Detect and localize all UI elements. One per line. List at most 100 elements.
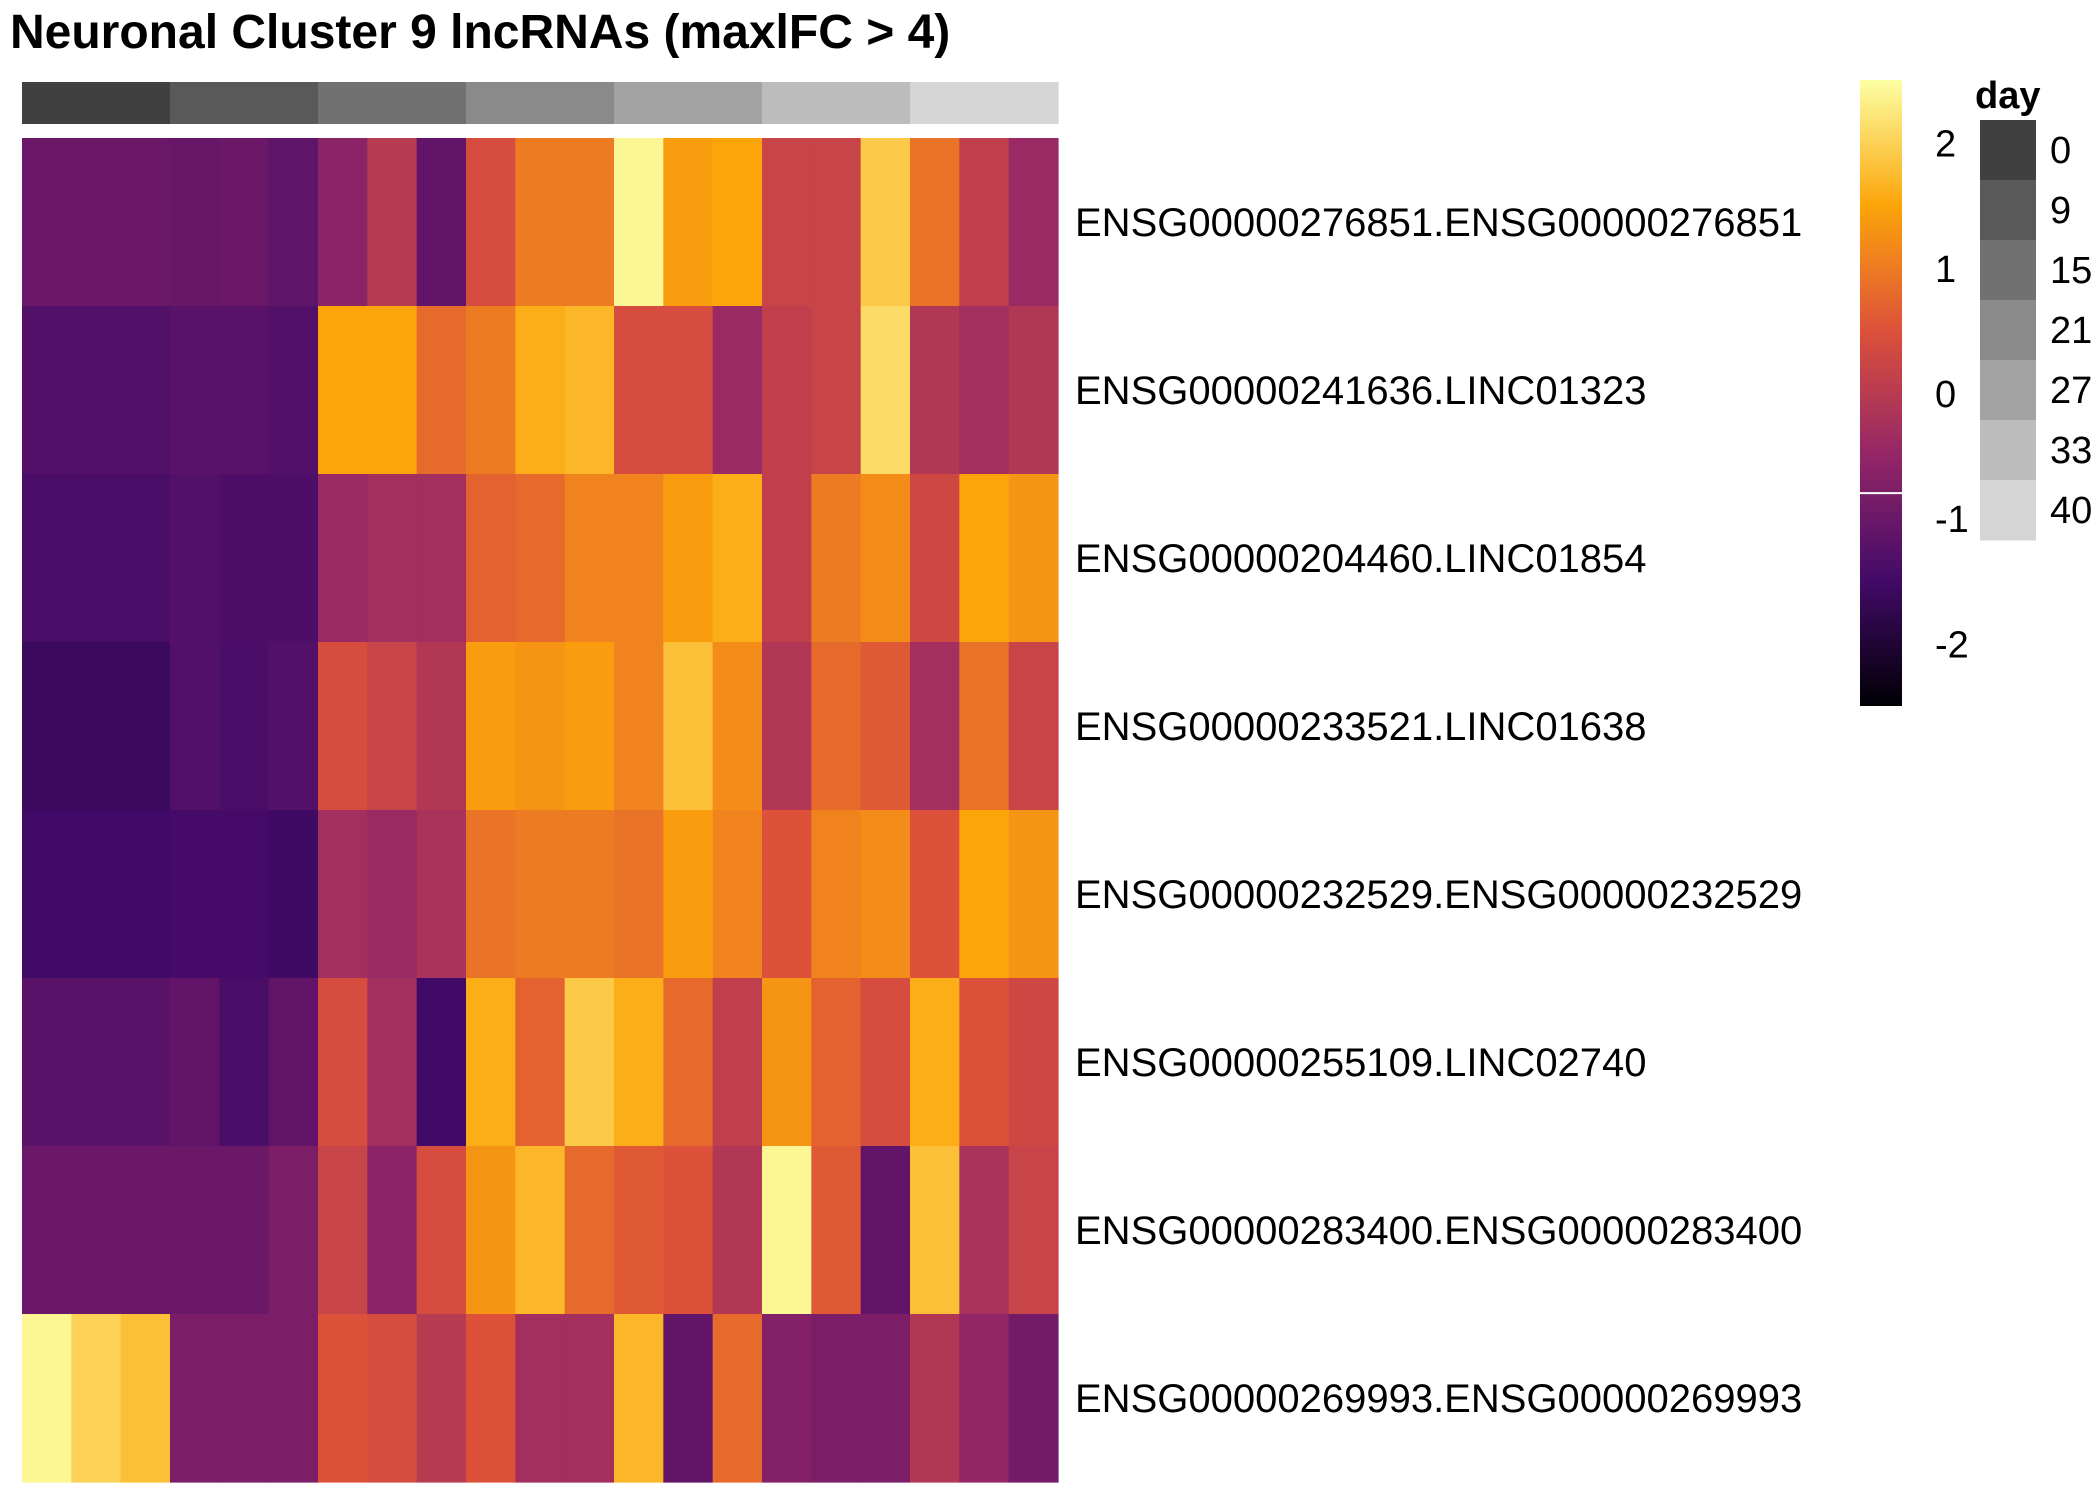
heatmap-cell bbox=[120, 474, 171, 643]
heatmap-cell bbox=[663, 1146, 714, 1315]
day-legend-swatch bbox=[1980, 420, 2036, 481]
heatmap-cell bbox=[811, 306, 862, 475]
color-legend-bar bbox=[1860, 80, 1902, 706]
day-annotation-cell bbox=[22, 82, 72, 124]
heatmap-cell bbox=[367, 810, 418, 979]
heatmap-cell bbox=[811, 642, 862, 811]
heatmap-cell bbox=[762, 978, 812, 1147]
heatmap-cell bbox=[416, 306, 467, 475]
day-legend-swatch bbox=[1980, 120, 2036, 181]
heatmap-cell bbox=[268, 810, 319, 979]
heatmap-cell bbox=[268, 642, 319, 811]
heatmap-cell bbox=[712, 1146, 763, 1315]
heatmap-cell bbox=[268, 978, 319, 1147]
heatmap-cell bbox=[959, 474, 1010, 643]
heatmap-cell bbox=[959, 1146, 1010, 1315]
heatmap-cell bbox=[515, 642, 566, 811]
day-annotation-cell bbox=[811, 82, 862, 124]
heatmap-cell bbox=[515, 810, 566, 979]
heatmap-cell bbox=[515, 1314, 566, 1483]
heatmap-cell bbox=[219, 642, 270, 811]
heatmap-cell bbox=[22, 810, 72, 979]
heatmap-cell bbox=[367, 642, 418, 811]
heatmap-cell bbox=[120, 138, 171, 307]
heatmap-cell bbox=[120, 306, 171, 475]
heatmap-cell bbox=[614, 642, 664, 811]
heatmap-cell bbox=[1008, 810, 1059, 979]
heatmap-cell bbox=[564, 810, 615, 979]
day-legend-label: 33 bbox=[2050, 430, 2092, 472]
heatmap-cell bbox=[219, 474, 270, 643]
day-annotation-cell bbox=[268, 82, 319, 124]
heatmap-cell bbox=[860, 474, 911, 643]
day-annotation-cell bbox=[466, 82, 516, 124]
day-legend-swatch bbox=[1980, 360, 2036, 421]
heatmap-cell bbox=[712, 978, 763, 1147]
heatmap-cell bbox=[367, 138, 418, 307]
heatmap-cell bbox=[268, 306, 319, 475]
heatmap-cell bbox=[219, 810, 270, 979]
heatmap-cell bbox=[268, 1146, 319, 1315]
day-legend-swatch bbox=[1980, 300, 2036, 361]
day-annotation-cell bbox=[712, 82, 763, 124]
day-legend-label: 9 bbox=[2050, 190, 2071, 232]
heatmap-cell bbox=[910, 810, 960, 979]
heatmap-cell bbox=[515, 138, 566, 307]
heatmap-cell bbox=[318, 138, 368, 307]
heatmap-cell bbox=[120, 1314, 171, 1483]
heatmap-cell bbox=[762, 810, 812, 979]
heatmap-cell bbox=[219, 1146, 270, 1315]
heatmap-cell bbox=[22, 1146, 72, 1315]
heatmap-cell bbox=[318, 1314, 368, 1483]
heatmap-cell bbox=[219, 306, 270, 475]
heatmap-cell bbox=[466, 810, 516, 979]
day-annotation-cell bbox=[860, 82, 911, 124]
heatmap-cell bbox=[762, 1146, 812, 1315]
heatmap-cell bbox=[811, 1314, 862, 1483]
heatmap-cell bbox=[614, 1146, 664, 1315]
heatmap-cell bbox=[712, 810, 763, 979]
day-annotation-cell bbox=[219, 82, 270, 124]
heatmap-cell bbox=[564, 978, 615, 1147]
day-annotation-cell bbox=[762, 82, 812, 124]
heatmap-cell bbox=[318, 306, 368, 475]
heatmap-cell bbox=[860, 306, 911, 475]
heatmap-cell bbox=[1008, 978, 1059, 1147]
day-annotation-cell bbox=[71, 82, 122, 124]
heatmap-cell bbox=[22, 306, 72, 475]
heatmap-cell bbox=[120, 978, 171, 1147]
day-annotation-cell bbox=[1008, 82, 1059, 124]
row-label: ENSG00000283400.ENSG00000283400 bbox=[1075, 1209, 1802, 1253]
heatmap-cell bbox=[268, 1314, 319, 1483]
color-legend: 2 1 0 -1 -2 bbox=[1860, 80, 1969, 706]
row-label: ENSG00000204460.LINC01854 bbox=[1075, 537, 1647, 581]
heatmap-cell bbox=[71, 138, 122, 307]
heatmap-cell bbox=[367, 474, 418, 643]
heatmap-cell bbox=[318, 474, 368, 643]
heatmap-cell bbox=[959, 642, 1010, 811]
day-annotation-cell bbox=[564, 82, 615, 124]
heatmap-cell bbox=[466, 138, 516, 307]
heatmap-cell bbox=[712, 474, 763, 643]
heatmap-cell bbox=[466, 642, 516, 811]
heatmap-cell bbox=[860, 810, 911, 979]
heatmap-cell bbox=[564, 1314, 615, 1483]
day-annotation-cell bbox=[663, 82, 714, 124]
heatmap-cell bbox=[466, 306, 516, 475]
heatmap-cell bbox=[268, 474, 319, 643]
heatmap-cell bbox=[71, 642, 122, 811]
heatmap-cell bbox=[663, 1314, 714, 1483]
day-annotation-cell bbox=[416, 82, 467, 124]
heatmap-cell bbox=[416, 978, 467, 1147]
row-label: ENSG00000255109.LINC02740 bbox=[1075, 1041, 1647, 1085]
heatmap-cell bbox=[860, 1146, 911, 1315]
heatmap-cell bbox=[712, 306, 763, 475]
heatmap-cell bbox=[1008, 1314, 1059, 1483]
heatmap-cell bbox=[219, 138, 270, 307]
day-legend-label: 21 bbox=[2050, 310, 2092, 352]
heatmap-cell bbox=[860, 1314, 911, 1483]
day-annotation-cell bbox=[959, 82, 1010, 124]
heatmap-cell bbox=[663, 474, 714, 643]
heatmap-cell bbox=[120, 1146, 171, 1315]
heatmap-cell bbox=[910, 1314, 960, 1483]
